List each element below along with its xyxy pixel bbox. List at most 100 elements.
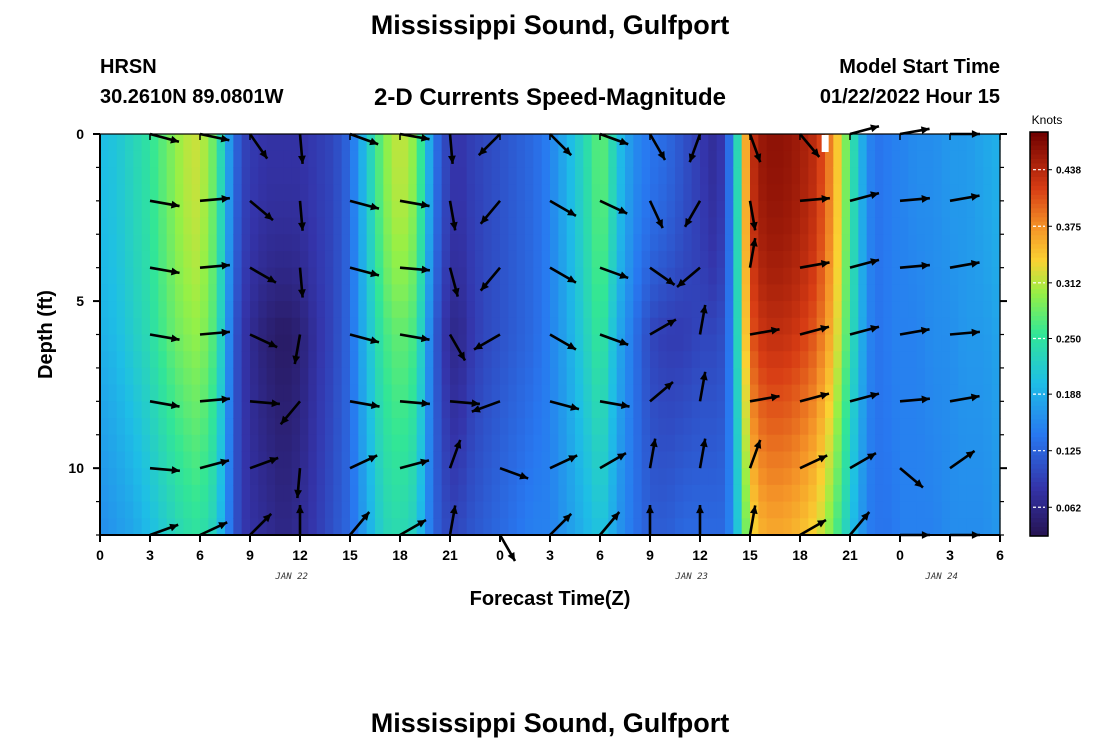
heatmap-cell [933, 150, 943, 169]
heatmap-cell [625, 301, 634, 319]
heatmap-cell [258, 217, 268, 235]
heatmap-cell [483, 518, 493, 536]
heatmap-cell [341, 401, 351, 419]
current-vector [479, 266, 501, 292]
heatmap-cell [550, 518, 559, 536]
heatmap-cell [933, 267, 943, 285]
heatmap-cell [241, 301, 251, 319]
heatmap-cell [491, 267, 501, 285]
heatmap-cell [908, 401, 918, 419]
heatmap-cell [791, 200, 801, 219]
heatmap-cell [766, 217, 776, 235]
heatmap-cell [600, 451, 609, 469]
colorbar-segment [1030, 199, 1048, 205]
heatmap-cell [450, 284, 459, 302]
heatmap-cell [425, 134, 434, 152]
heatmap-cell [725, 351, 734, 369]
heatmap-cell [550, 384, 559, 402]
heatmap-cell [741, 267, 751, 285]
heatmap-cell [241, 468, 251, 486]
heatmap-cell [916, 351, 926, 369]
colorbar-segment [1030, 181, 1048, 187]
heatmap-cell [508, 401, 518, 419]
heatmap-cell [150, 217, 159, 235]
heatmap-cell [841, 451, 851, 469]
heatmap-cell [641, 301, 651, 319]
heatmap-cell [541, 200, 551, 219]
heatmap-cell [775, 134, 784, 152]
heatmap-cell [858, 518, 868, 536]
heatmap-cell [866, 468, 876, 486]
heatmap-cell [433, 134, 443, 152]
heatmap-cell [183, 418, 193, 436]
heatmap-cell [100, 418, 109, 436]
colorbar-segment [1030, 257, 1048, 263]
heatmap-cell [216, 367, 226, 386]
heatmap-cell [475, 351, 484, 369]
heatmap-cell [150, 234, 159, 252]
heatmap-cell [400, 334, 409, 352]
heatmap-cell [833, 468, 843, 486]
heatmap-cell [316, 434, 326, 453]
colorbar-segment [1030, 293, 1048, 299]
heatmap-cell [225, 184, 234, 202]
heatmap-cell [833, 334, 843, 352]
heatmap-cell [175, 434, 184, 453]
heatmap-cell [616, 367, 626, 386]
heatmap-cell [633, 167, 643, 185]
heatmap-cell [358, 200, 368, 219]
colorbar-segment [1030, 284, 1048, 290]
heatmap-cell [275, 301, 284, 319]
y-tick-label: 0 [76, 126, 84, 142]
heatmap-cell [575, 351, 584, 369]
heatmap-cell [450, 234, 459, 252]
heatmap-cell [691, 250, 701, 269]
heatmap-cell [333, 434, 343, 453]
heatmap-cell [175, 284, 184, 302]
heatmap-cell [983, 167, 993, 185]
heatmap-cell [433, 217, 443, 235]
heatmap-cell [333, 484, 343, 503]
heatmap-cell [675, 334, 684, 352]
heatmap-cell [841, 200, 851, 219]
heatmap-cell [683, 401, 693, 419]
heatmap-cell [400, 301, 409, 319]
heatmap-cell [741, 284, 751, 302]
current-vector [249, 266, 277, 284]
heatmap-cell [708, 418, 718, 436]
heatmap-cell [283, 351, 293, 369]
heatmap-cell [766, 418, 776, 436]
heatmap-cell [458, 284, 468, 302]
heatmap-cell [733, 384, 743, 402]
heatmap-cell [116, 384, 126, 402]
heatmap-cell [166, 184, 176, 202]
heatmap-cell [575, 184, 584, 202]
heatmap-cell [525, 267, 534, 285]
heatmap-cell [208, 250, 218, 269]
heatmap-cell [825, 451, 834, 469]
heatmap-cell [200, 200, 209, 219]
heatmap-cell [575, 468, 584, 486]
heatmap-cell [100, 317, 109, 336]
heatmap-cell [983, 418, 993, 436]
heatmap-cell [175, 317, 184, 336]
heatmap-cell [183, 434, 193, 453]
heatmap-cell [475, 284, 484, 302]
heatmap-cell [866, 351, 876, 369]
heatmap-cell [308, 468, 318, 486]
heatmap-cell [983, 468, 993, 486]
heatmap-cell [533, 200, 543, 219]
heatmap-cell [491, 234, 501, 252]
heatmap-cell [958, 301, 968, 319]
heatmap-cell [808, 234, 818, 252]
heatmap-cell [216, 167, 226, 185]
heatmap-cell [916, 451, 926, 469]
heatmap-cell [425, 317, 434, 336]
heatmap-cell [200, 217, 209, 235]
heatmap-cell [658, 384, 668, 402]
heatmap-cell [400, 451, 409, 469]
heatmap-cell [566, 167, 576, 185]
heatmap-cell [391, 200, 401, 219]
heatmap-cell [900, 518, 909, 536]
heatmap-cell [191, 284, 201, 302]
